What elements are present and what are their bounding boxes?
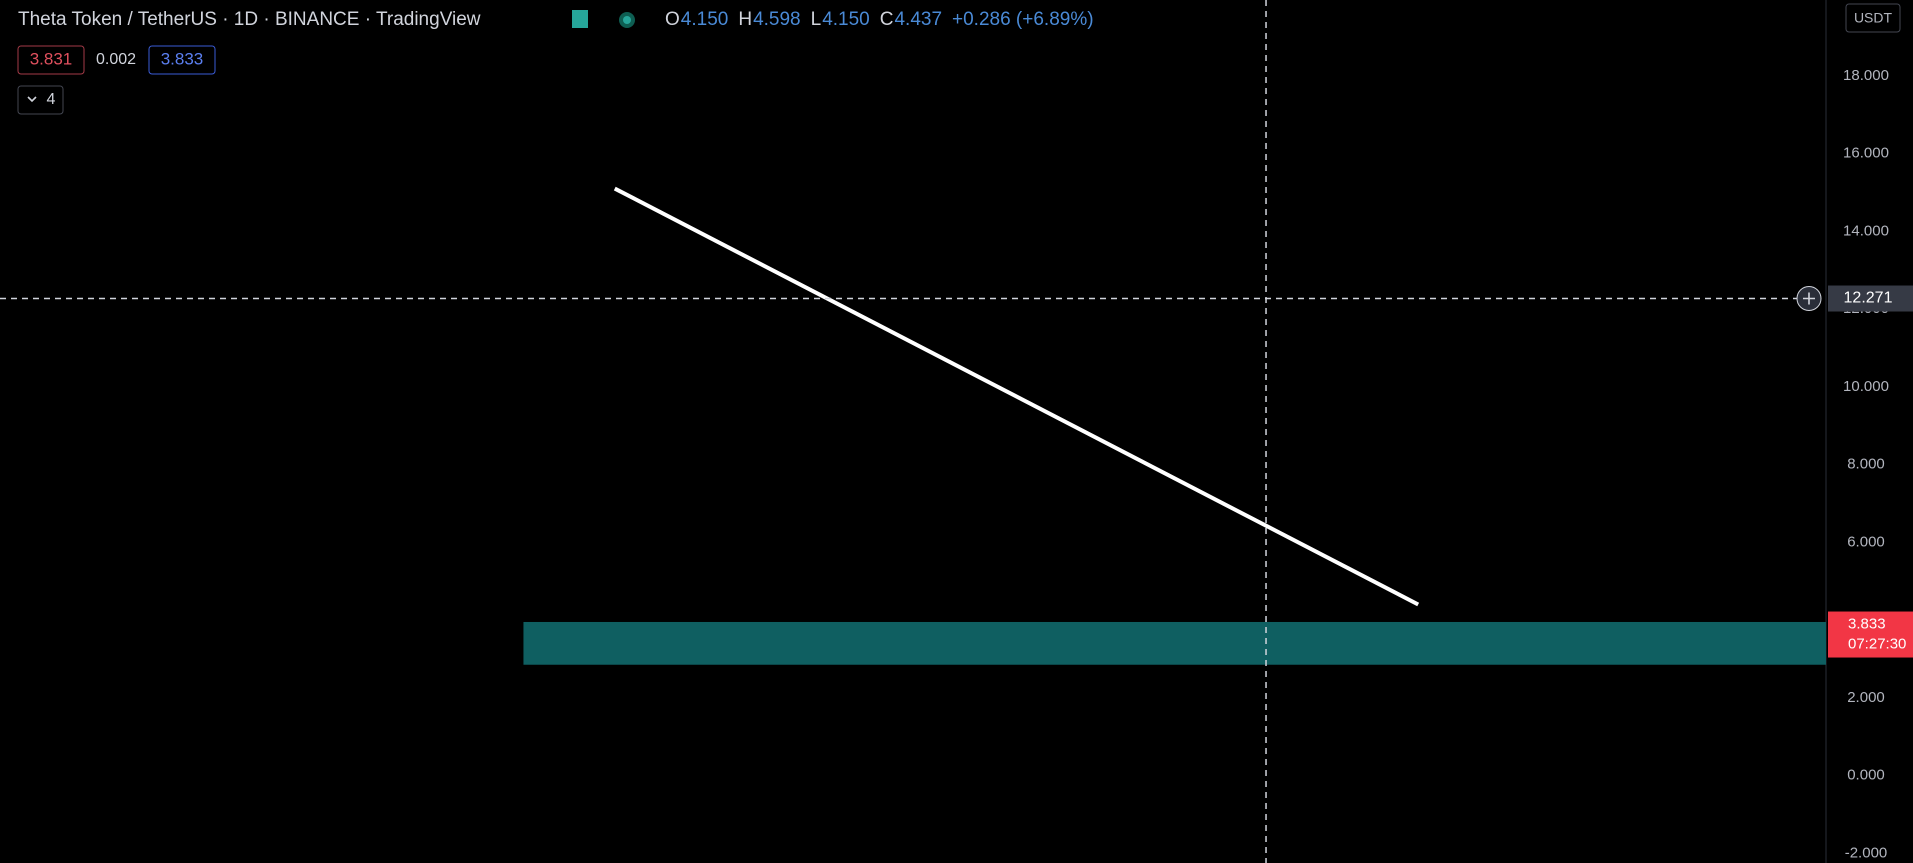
y-tick-label: 8.000 — [1847, 456, 1885, 473]
flag-icon — [572, 10, 588, 28]
ohlc-key: O — [665, 9, 680, 30]
y-tick-label: 14.000 — [1843, 222, 1889, 239]
crosshair-label: 12.271 — [1844, 290, 1893, 307]
indicators-box[interactable] — [17, 85, 64, 115]
ohlc-value: 4.150 — [822, 9, 870, 30]
crosshair-label-bg — [1828, 285, 1913, 312]
ohlc-key: L — [811, 9, 822, 30]
last-price: 3.833 — [1848, 615, 1886, 632]
ohlc-key: H — [738, 9, 752, 30]
y-tick-label: 18.000 — [1843, 67, 1889, 84]
indicators-count: 4 — [47, 91, 56, 108]
y-tick-label: -2.000 — [1845, 844, 1888, 861]
change: +0.286 (+6.89%) — [952, 9, 1094, 30]
y-tick-label: 10.000 — [1843, 378, 1889, 395]
countdown: 07:27:30 — [1848, 635, 1906, 652]
y-tick-label: 16.000 — [1843, 145, 1889, 162]
chevron — [27, 96, 37, 103]
ohlc-value: 4.598 — [753, 9, 801, 30]
symbol-title: Theta Token / TetherUS · 1D · BINANCE · … — [18, 9, 481, 30]
plus-icon — [1803, 292, 1815, 305]
ohlc-key: C — [880, 9, 894, 30]
y-tick-label: 2.000 — [1847, 689, 1885, 706]
bid: 3.831 — [30, 49, 73, 68]
status-dot-inner — [623, 16, 631, 24]
y-tick-label: 6.000 — [1847, 533, 1885, 550]
ohlc: O 4.150 H 4.598 L 4.150 C 4.437 — [665, 9, 942, 30]
currency: USDT — [1854, 10, 1893, 26]
ohlc-value: 4.437 — [894, 9, 942, 30]
currency-box[interactable] — [1845, 3, 1901, 33]
ask-box[interactable] — [148, 45, 216, 75]
trendline — [613, 186, 1420, 607]
y-tick-label: 0.000 — [1847, 767, 1885, 784]
bid-box[interactable] — [17, 45, 85, 75]
last-price-bg — [1828, 611, 1913, 658]
ask: 3.833 — [161, 49, 204, 68]
support-zone — [523, 621, 1826, 665]
spread: 0.002 — [96, 51, 136, 68]
ohlc-value: 4.150 — [681, 9, 729, 30]
